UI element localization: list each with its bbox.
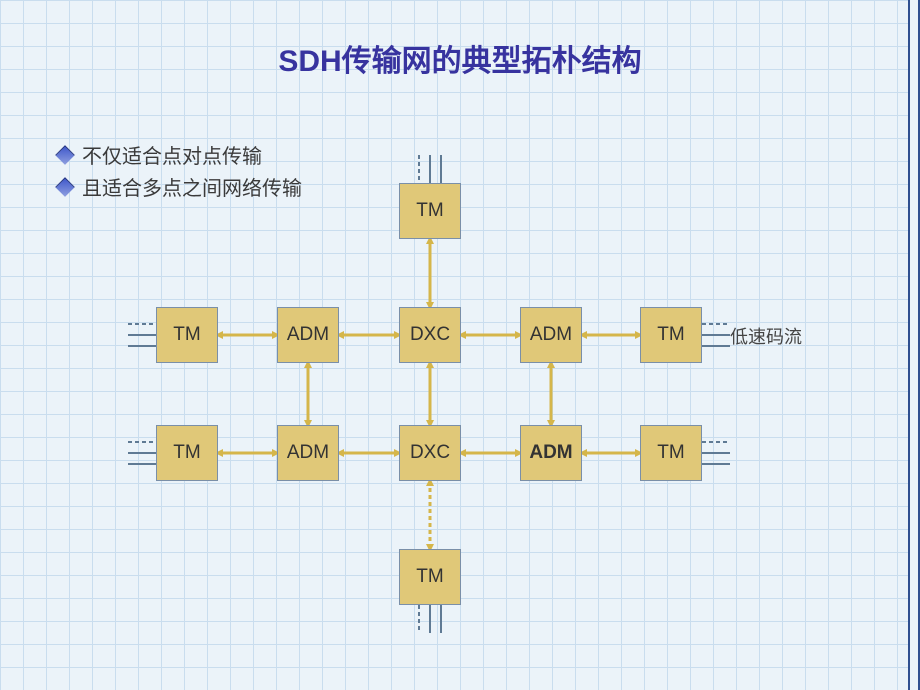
right-border-decoration (908, 0, 920, 690)
node-tm_r2_left: TM (156, 425, 218, 481)
node-tm_top: TM (399, 183, 461, 239)
page-title: SDH传输网的典型拓朴结构 (0, 36, 920, 80)
node-tm_bottom: TM (399, 549, 461, 605)
diamond-icon (58, 148, 72, 162)
node-tm_r1_left: TM (156, 307, 218, 363)
bullet-text: 且适合多点之间网络传输 (82, 172, 302, 201)
node-adm_r1_2: ADM (520, 307, 582, 363)
side-label: 低速码流 (730, 323, 802, 349)
node-adm_r1_1: ADM (277, 307, 339, 363)
node-tm_r2_right: TM (640, 425, 702, 481)
node-tm_r1_right: TM (640, 307, 702, 363)
node-adm_r2_2: ADM (520, 425, 582, 481)
node-dxc_r2: DXC (399, 425, 461, 481)
bullet-text: 不仅适合点对点传输 (82, 140, 262, 169)
bullet-item: 不仅适合点对点传输 (58, 140, 262, 169)
node-adm_r2_1: ADM (277, 425, 339, 481)
bullet-item: 且适合多点之间网络传输 (58, 172, 302, 201)
diamond-icon (58, 180, 72, 194)
node-dxc_r1: DXC (399, 307, 461, 363)
